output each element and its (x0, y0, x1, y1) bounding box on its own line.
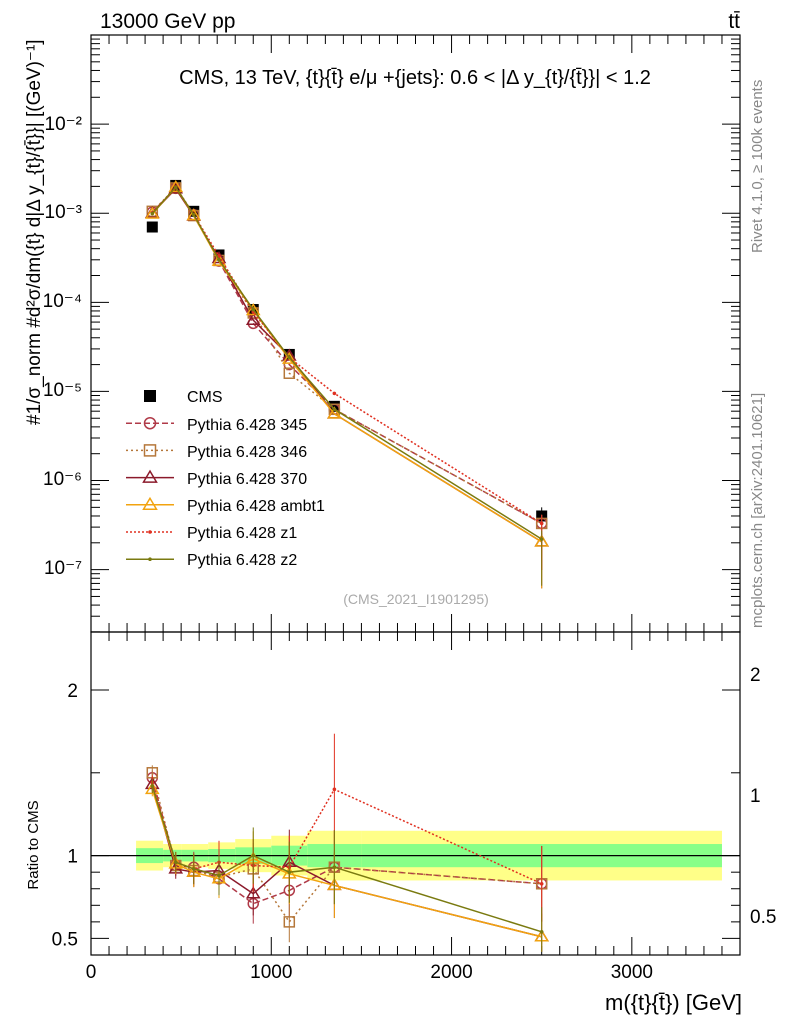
mcplots-label: mcplots.cern.ch [arXiv:2401.10621] (749, 393, 766, 628)
data-point (332, 391, 337, 396)
legend-label: Pythia 6.428 z2 (187, 552, 297, 569)
data-point (142, 496, 158, 511)
legend-label: CMS (187, 389, 223, 406)
y-tick-label: 10⁻⁷ (44, 558, 82, 579)
analysis-watermark: (CMS_2021_I1901295) (343, 591, 489, 607)
series-line (151, 187, 543, 543)
ratio-series-group (144, 733, 550, 952)
ratio-line (151, 785, 542, 933)
data-point (281, 351, 297, 364)
data-point (283, 916, 296, 928)
ratio-tick-label-right: 0.5 (750, 907, 776, 928)
data-point (332, 407, 337, 412)
ratio-tick-label-right: 1 (750, 786, 761, 807)
ratio-tick-label-left: 0.5 (52, 929, 78, 950)
ratio-tick-label-left: 2 (67, 681, 78, 702)
data-point (251, 307, 256, 312)
chart-title: CMS, 13 TeV, {t}{t̄} e/μ +{jets}: 0.6 < … (179, 67, 651, 89)
y-tick-label: 10⁻² (45, 114, 83, 135)
rivet-label: Rivet 4.1.0, ≥ 100k events (749, 80, 766, 253)
data-point (168, 179, 184, 193)
process-label: tt̄ (728, 10, 740, 33)
y-tick-label: 10⁻⁴ (43, 291, 82, 312)
ratio-line (151, 789, 542, 938)
x-tick-labels: 0 1000 2000 3000 (86, 962, 653, 983)
data-point (327, 406, 342, 419)
ratio-series-pythia-6-428-z2 (150, 778, 544, 952)
data-point (173, 185, 178, 189)
data-point (245, 312, 261, 325)
legend-label: Pythia 6.428 z1 (187, 525, 297, 542)
y-tick-label: 10⁻⁶ (43, 469, 82, 490)
legend: CMS Pythia 6.428 345 Pythia 6.428 346 Py… (126, 389, 325, 569)
data-point (217, 257, 221, 262)
main-axis-ticks (90, 34, 741, 633)
y-axis-label: #1/σ_norm #d²σ/dm({t} d|Δ y_{t}/{t̄}}| [… (24, 39, 45, 425)
data-point (539, 537, 544, 541)
data-point (539, 521, 544, 526)
y-tick-label: 10⁻³ (45, 202, 83, 223)
x-tick-label: 2000 (430, 962, 472, 983)
data-point (287, 355, 292, 360)
data-point (245, 303, 261, 316)
ratio-line (151, 782, 543, 885)
data-point (142, 469, 158, 483)
data-point (150, 211, 155, 216)
ratio-panel-frame (90, 631, 741, 956)
series-line (151, 185, 543, 540)
data-point (191, 867, 196, 871)
x-tick-label: 3000 (611, 962, 653, 983)
data-point (211, 251, 227, 264)
data-point (144, 206, 160, 219)
data-point (539, 881, 544, 886)
data-point (332, 865, 337, 870)
legend-label: Pythia 6.428 345 (187, 417, 307, 434)
data-point (191, 212, 196, 217)
data-point (143, 416, 157, 430)
series-line (151, 186, 543, 543)
ratio-tick-label-right: 2 (750, 665, 761, 686)
data-point (328, 400, 340, 412)
data-point (148, 530, 152, 534)
data-point (148, 557, 152, 561)
data-point (217, 873, 221, 878)
x-tick-label: 1000 (250, 962, 292, 983)
legend-label: Pythia 6.428 ambt1 (187, 498, 325, 515)
y-tick-labels: 10⁻² 10⁻³ 10⁻⁴ 10⁻⁵ 10⁻⁶ 10⁻⁷ (43, 114, 82, 579)
data-point (150, 784, 155, 788)
data-point (173, 860, 178, 865)
x-tick-label: 0 (86, 962, 97, 983)
data-point (186, 208, 202, 221)
ratio-tick-label-left: 1 (67, 847, 78, 868)
data-point (143, 444, 157, 457)
data-point (146, 221, 158, 233)
ratio-series-pythia-6-428-z1 (150, 733, 544, 922)
legend-label: Pythia 6.428 370 (187, 471, 307, 488)
legend-label: Pythia 6.428 346 (187, 444, 307, 461)
data-point (332, 787, 337, 792)
ratio-axis-label: Ratio to CMS (25, 800, 42, 889)
x-axis-label: m({t}{t̄}) [GeV] (605, 990, 742, 1015)
energy-label: 13000 GeV pp (100, 10, 235, 33)
data-point (144, 390, 156, 402)
ratio-axis-ticks (90, 632, 741, 955)
ratio-tick-labels: 2 1 0.5 2 1 0.5 (52, 665, 777, 950)
data-point (539, 930, 544, 934)
data-point (251, 853, 256, 858)
series-pythia-6-428-z2 (150, 185, 544, 586)
data-point (245, 886, 261, 899)
data-point (287, 870, 292, 874)
data-point (144, 781, 160, 795)
main-panel-frame (90, 34, 741, 633)
y-tick-label: 10⁻⁵ (43, 380, 82, 401)
ratio-line (151, 784, 542, 938)
main-series-group (144, 179, 550, 589)
data-point (283, 367, 296, 379)
